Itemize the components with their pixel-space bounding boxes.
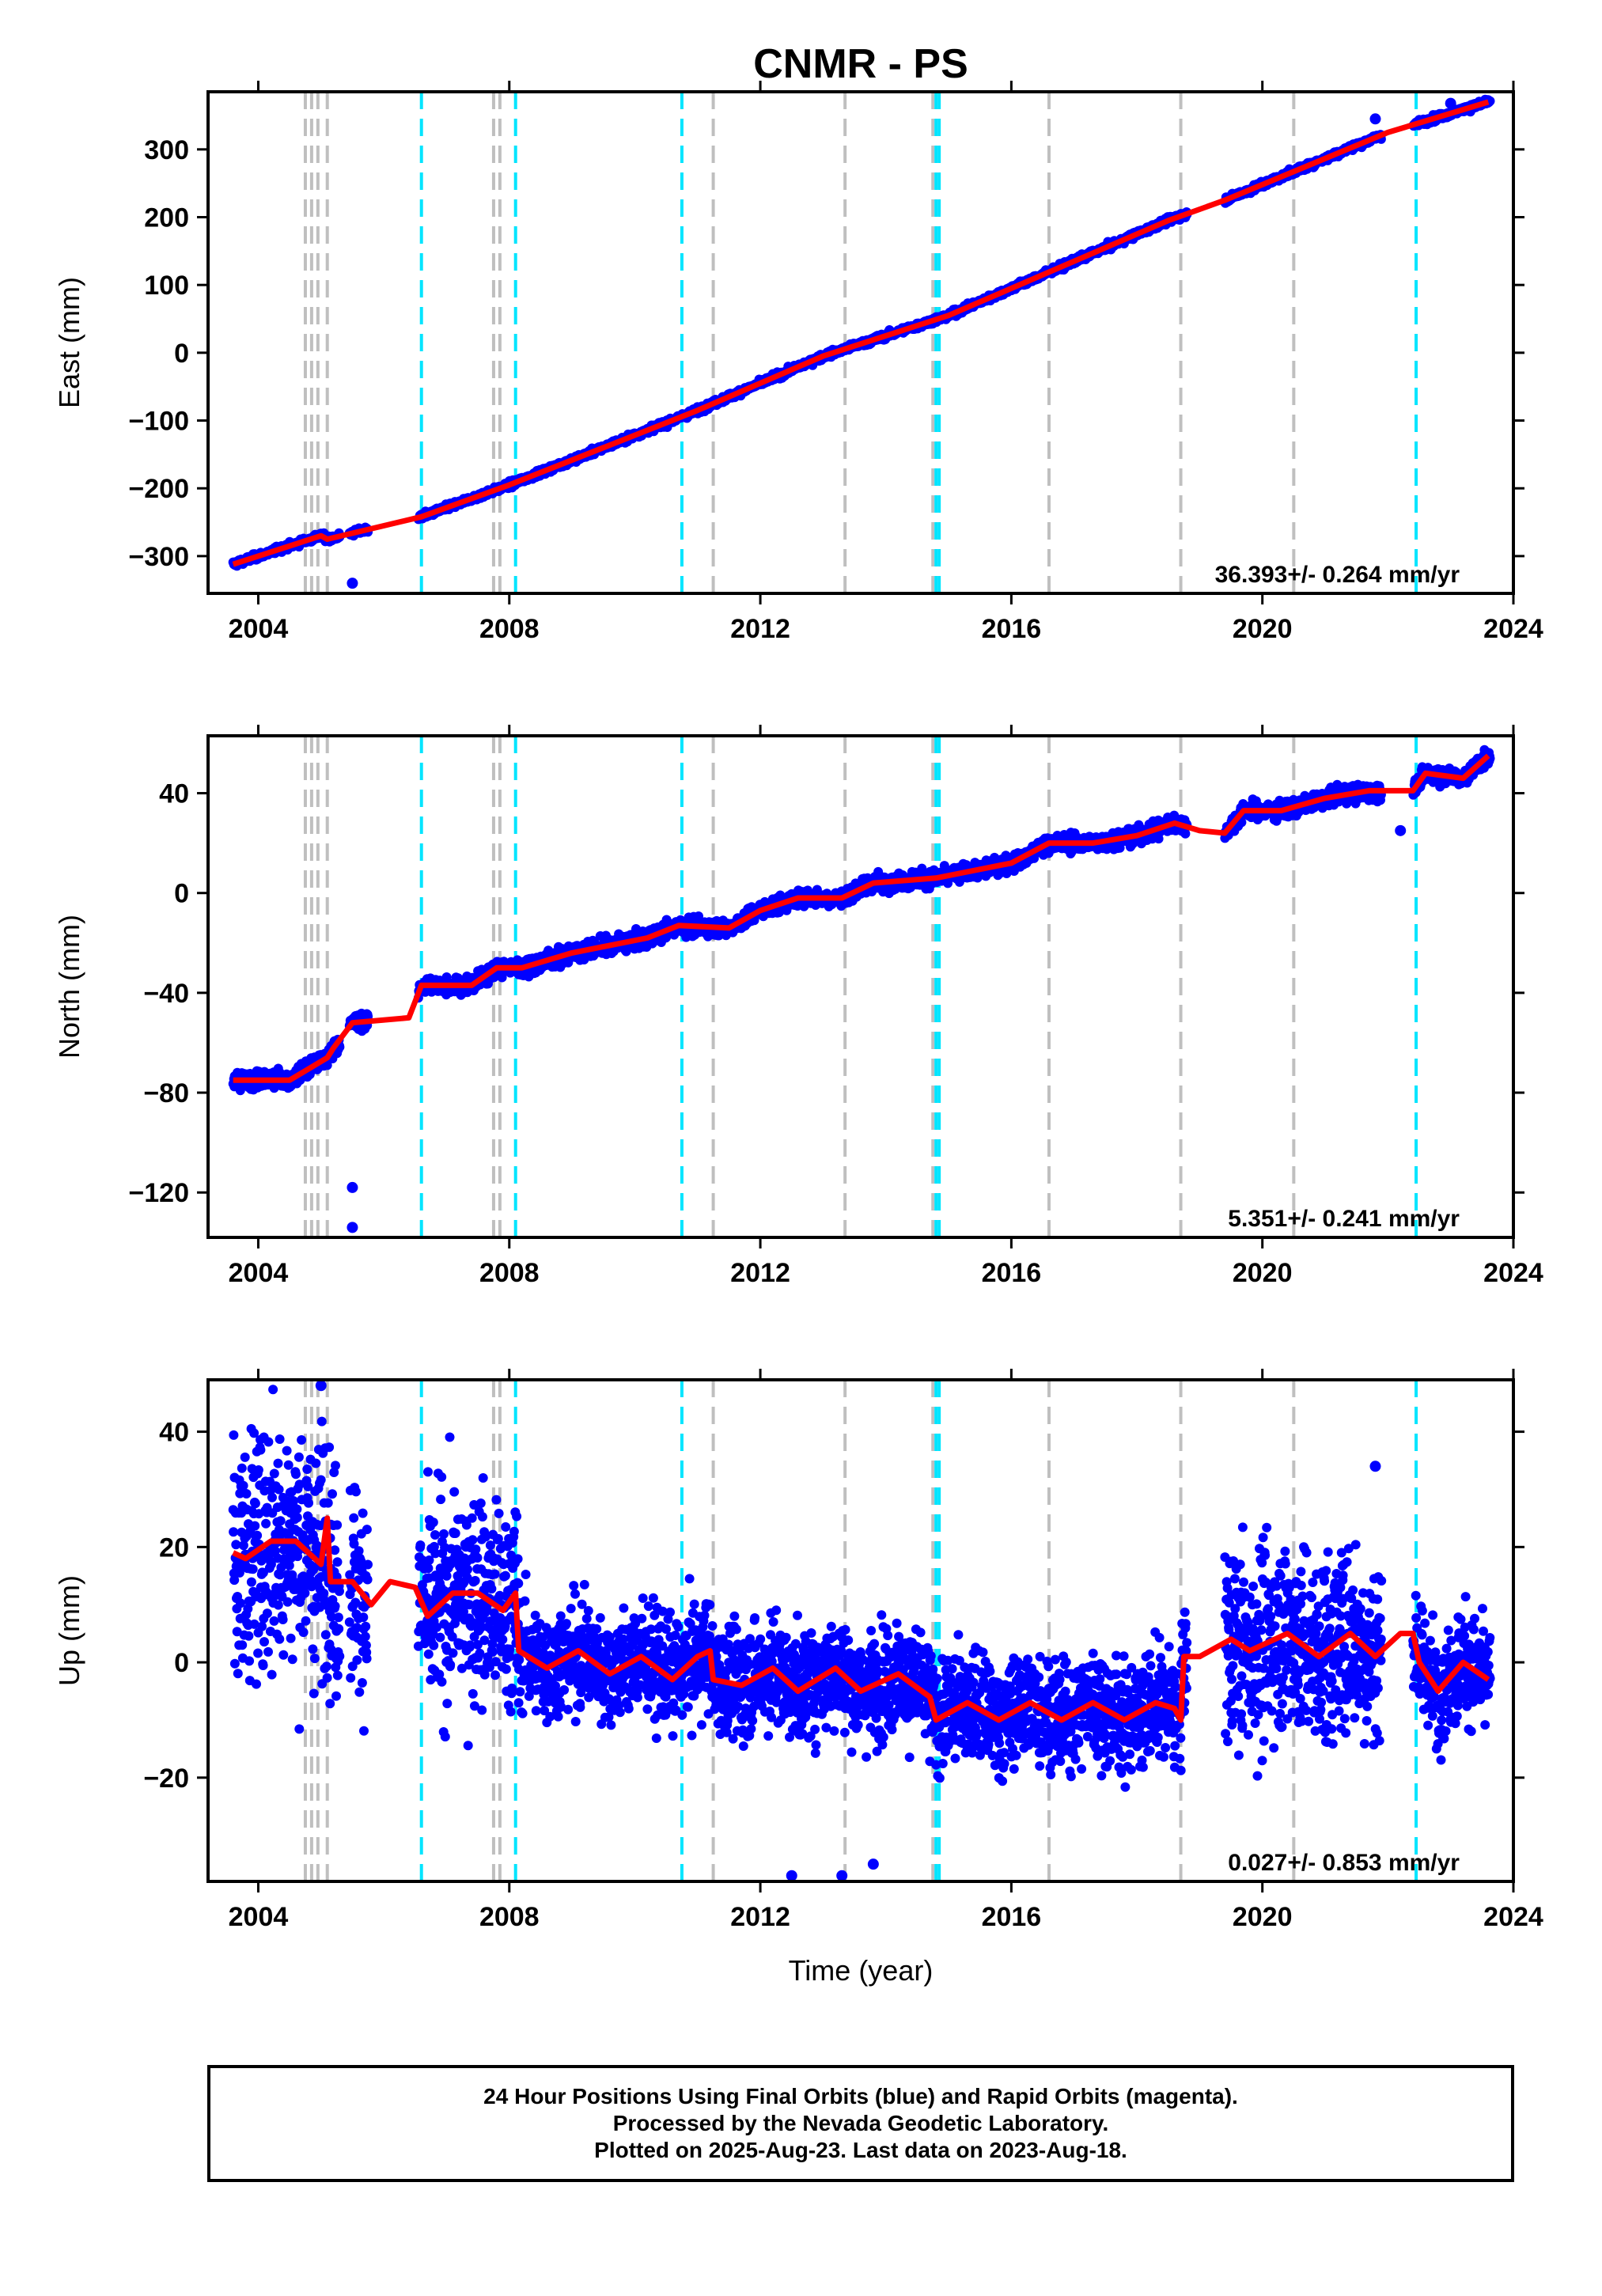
x-tick-label: 2004: [229, 614, 289, 644]
y-tick-label: −200: [128, 474, 189, 504]
y-tick-label: 200: [144, 203, 189, 233]
outlier-point: [1369, 113, 1381, 125]
panels: 2004 2008 2012 2016 2020 2024 300 200 100 0 −100 −2…: [53, 81, 1543, 1932]
outlier-point: [1445, 97, 1456, 109]
y-tick-label: 0: [174, 339, 189, 369]
panel-east: 2004 2008 2012 2016 2020 2024 300 200 100 0 −100 −2…: [53, 81, 1543, 644]
x-tick-label: 2012: [730, 614, 790, 644]
y-axis-label-east: East (mm): [53, 277, 85, 408]
y-tick-label: −100: [128, 407, 189, 437]
data-point: [322, 1060, 332, 1070]
y-tick-label: 100: [144, 271, 189, 301]
x-tick-label: 2020: [1233, 614, 1293, 644]
plot-area: [228, 92, 1495, 593]
data-point: [917, 863, 927, 873]
x-tick-label: 2016: [982, 614, 1042, 644]
outlier-point: [347, 578, 358, 589]
velocity-annotation: 36.393+/- 0.264 mm/yr: [1215, 562, 1460, 588]
model-line: [232, 99, 1490, 567]
x-tick-label: 2024: [1483, 614, 1543, 644]
panel-north: 2004 2008 2012 2016 2020 2024400−40−80−120Nor…: [53, 725, 1543, 1288]
y-tick-label: 300: [144, 135, 189, 165]
plot-area: [228, 736, 1495, 1237]
plot-frame: [206, 90, 1515, 595]
y-tick-label: −300: [128, 542, 189, 572]
chart-title: CNMR - PS: [753, 41, 968, 87]
x-tick-label: 2008: [479, 614, 540, 644]
